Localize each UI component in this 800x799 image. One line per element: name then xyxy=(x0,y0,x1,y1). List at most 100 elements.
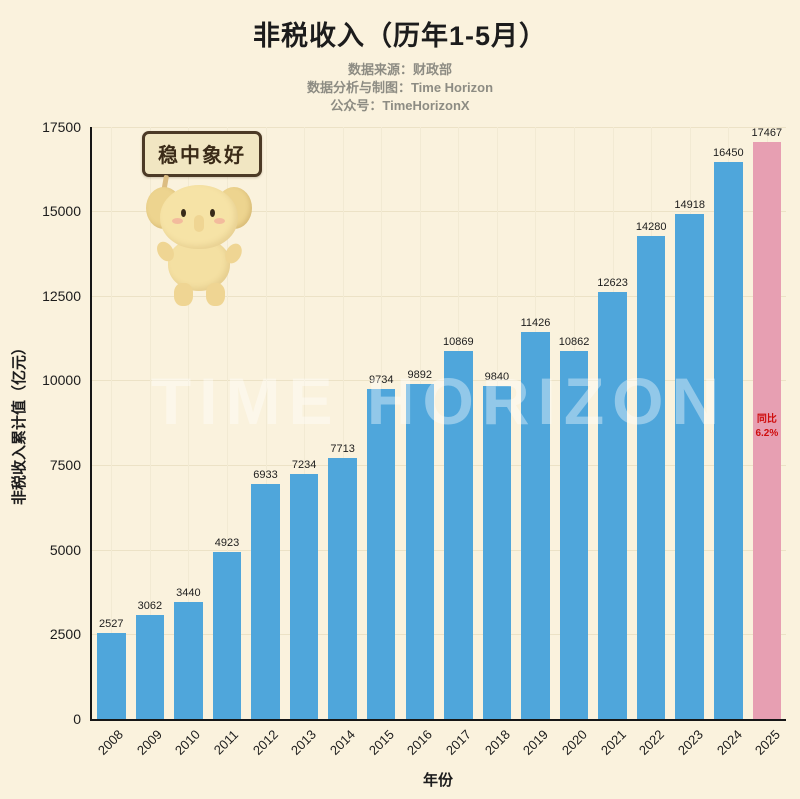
x-tick-label-2025: 2025 xyxy=(752,726,784,758)
bar-slot-2015: 9734 xyxy=(362,127,401,719)
x-tick-slot-2013: 2013 xyxy=(283,721,322,769)
bar-slot-2024: 16450 xyxy=(709,127,748,719)
elephant-head xyxy=(160,184,238,249)
bar-value-label-2010: 3440 xyxy=(176,587,201,600)
v-gridline-2009 xyxy=(149,126,151,719)
y-tick-label-5000: 5000 xyxy=(49,541,81,558)
bar-2022 xyxy=(636,235,666,719)
elephant-mascot: 稳中象好 xyxy=(128,130,278,311)
x-tick-slot-2009: 2009 xyxy=(129,721,168,769)
bar-slot-2025: 17467 同比 6.2% xyxy=(748,127,787,719)
x-tick-label-2010: 2010 xyxy=(172,726,204,758)
chart-area: 非税收入累计值（亿元） 0 2500 5000 7500 10000 12500 15000… xyxy=(0,119,800,790)
bar-slot-2013: 7234 xyxy=(285,127,324,719)
x-tick-label-2019: 2019 xyxy=(520,726,552,758)
bar-slot-2016: 9892 xyxy=(401,127,440,719)
bar-2025: 同比 6.2% xyxy=(752,141,782,719)
subtitle-account: 公众号：TimeHorizonX xyxy=(330,97,470,113)
x-tick-slot-2021: 2021 xyxy=(593,721,632,769)
x-tick-label-2014: 2014 xyxy=(326,726,358,758)
bar-value-label-2020: 10862 xyxy=(558,336,590,349)
bar-2013 xyxy=(289,473,319,719)
bars-layer: 2527 3062 3440 4923 6933 7234 7713 9734 9892 1086… xyxy=(92,127,786,719)
y-tick-label-10000: 10000 xyxy=(42,372,81,389)
y-tick-label-2500: 2500 xyxy=(49,626,81,643)
bar-value-label-2015: 9734 xyxy=(368,374,394,387)
x-tick-label-2017: 2017 xyxy=(442,726,474,758)
x-tick-slot-2008: 2008 xyxy=(90,721,129,769)
bar-value-label-2018: 9840 xyxy=(484,370,510,383)
v-gridline-2010 xyxy=(188,126,190,719)
bar-2023 xyxy=(675,214,704,719)
elephant-leg-right xyxy=(206,282,225,306)
x-tick-label-2022: 2022 xyxy=(636,726,668,758)
bar-value-label-2011: 4923 xyxy=(214,537,240,550)
bar-2017 xyxy=(444,351,473,719)
x-tick-label-2008: 2008 xyxy=(94,726,126,758)
bar-slot-2009: 3062 xyxy=(131,127,170,719)
bar-value-label-2014: 7713 xyxy=(330,442,355,455)
bar-2011 xyxy=(212,552,242,719)
plot-area: 2527 3062 3440 4923 6933 7234 7713 9734 9892 1086… xyxy=(90,126,786,721)
x-tick-label-2024: 2024 xyxy=(713,726,745,758)
h-gridline-12500 xyxy=(92,295,786,297)
subtitle-credit: 数据分析与制图：Time Horizon xyxy=(306,79,494,95)
v-gridline-2008 xyxy=(111,126,113,719)
bar-slot-2022: 14280 xyxy=(632,127,671,719)
bar-2015 xyxy=(366,389,396,719)
x-tick-label-2016: 2016 xyxy=(404,726,436,758)
x-tick-label-2023: 2023 xyxy=(674,726,706,758)
y-axis-title: 非税收入累计值（亿元） xyxy=(4,127,32,719)
h-gridline-7500 xyxy=(92,464,786,466)
x-tick-label-2020: 2020 xyxy=(558,726,590,758)
bar-2018 xyxy=(482,385,512,719)
bar-value-label-2016: 9892 xyxy=(407,369,433,382)
bar-value-label-2008: 2527 xyxy=(99,618,124,631)
v-gridline-2013 xyxy=(304,126,306,719)
v-gridline-2014 xyxy=(342,126,344,719)
h-gridline-5000 xyxy=(92,549,786,551)
elephant-leg-left xyxy=(174,282,193,306)
x-tick-slot-2016: 2016 xyxy=(399,721,438,769)
x-tick-slot-2011: 2011 xyxy=(206,721,245,769)
h-gridline-10000 xyxy=(92,380,786,382)
bar-value-label-2009: 3062 xyxy=(137,600,163,613)
bar-value-label-2012: 6933 xyxy=(253,469,278,482)
x-tick-label-2011: 2011 xyxy=(211,726,242,758)
x-tick-slot-2014: 2014 xyxy=(322,721,361,769)
h-gridline-2500 xyxy=(92,634,786,636)
h-gridline-15000 xyxy=(92,211,786,213)
x-tick-slot-2015: 2015 xyxy=(361,721,400,769)
bar-value-label-2017: 10869 xyxy=(443,336,474,348)
x-tick-slot-2025: 2025 xyxy=(747,721,786,769)
y-axis-title-text: 非税收入累计值（亿元） xyxy=(10,340,28,506)
elephant-blush-left xyxy=(172,217,183,224)
bar-2016 xyxy=(405,384,435,719)
y-axis-tick-labels: 0 2500 5000 7500 10000 12500 15000 17500 xyxy=(32,119,90,727)
x-axis-tick-labels: 2008 2009 2010 2011 2012 2013 2014 2015 2016 2017… xyxy=(90,721,786,769)
x-tick-slot-2010: 2010 xyxy=(167,721,206,769)
bar-value-label-2022: 14280 xyxy=(635,220,667,233)
bar-slot-2018: 9840 xyxy=(478,127,517,719)
x-tick-label-2018: 2018 xyxy=(481,726,513,758)
y-tick-label-12500: 12500 xyxy=(42,287,81,304)
y-tick-label-17500: 17500 xyxy=(42,118,81,135)
x-tick-slot-2012: 2012 xyxy=(245,721,284,769)
x-tick-label-2012: 2012 xyxy=(249,726,281,758)
bar-slot-2008: 2527 xyxy=(92,127,131,719)
x-tick-label-2013: 2013 xyxy=(288,726,320,758)
mascot-sign-text: 稳中象好 xyxy=(158,145,246,168)
bar-2008 xyxy=(97,633,126,719)
x-tick-label-2015: 2015 xyxy=(365,726,397,758)
bar-slot-2014: 7713 xyxy=(323,127,362,719)
bar-value-label-2019: 11426 xyxy=(520,317,551,330)
bar-2010 xyxy=(174,602,203,719)
bar-slot-2017: 10869 xyxy=(439,127,478,719)
x-tick-slot-2017: 2017 xyxy=(438,721,477,769)
h-gridline-17500 xyxy=(92,126,786,128)
bar-2020 xyxy=(559,351,589,719)
chart-header: 非税收入（历年1-5月） 数据来源：财政部 数据分析与制图：Time Horiz… xyxy=(0,0,800,115)
bar-2021 xyxy=(598,291,627,719)
x-axis-title: 年份 xyxy=(422,771,453,789)
elephant-eye-right xyxy=(210,208,215,217)
